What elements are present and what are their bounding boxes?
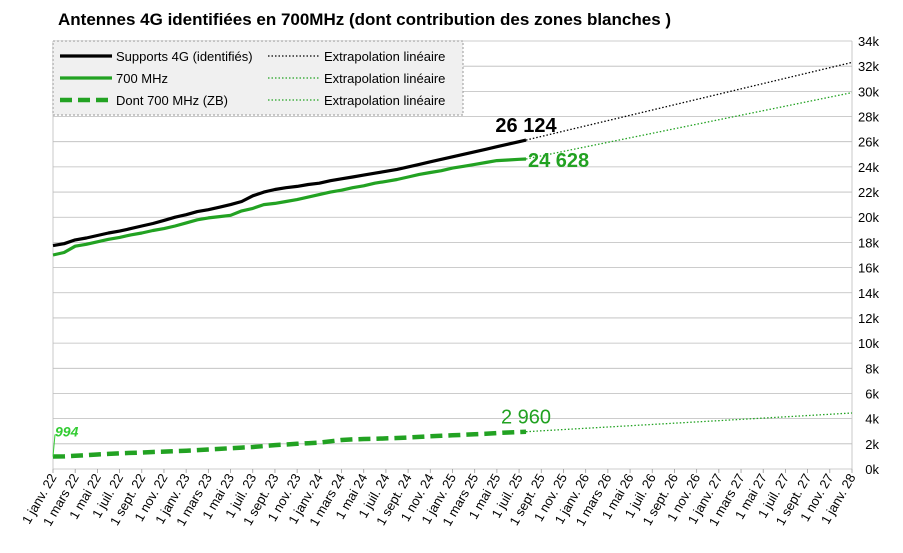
y-tick-label: 8k (865, 361, 879, 376)
legend: Supports 4G (identifiés) Extrapolation li… (52, 40, 464, 116)
y-tick-label: 10k (858, 336, 879, 351)
annotation-leader (52, 434, 56, 457)
legend-label: Extrapolation linéaire (324, 49, 445, 64)
y-tick-label: 20k (858, 210, 879, 225)
y-tick-label: 22k (858, 185, 879, 200)
y-tick-label: 28k (858, 110, 879, 125)
y-tick-label: 26k (858, 135, 879, 150)
series-line (52, 157, 527, 257)
data-label: 994 (55, 423, 79, 439)
series-line (52, 429, 527, 459)
extrapolation-line (525, 412, 853, 433)
y-tick-label: 24k (858, 160, 879, 175)
y-tick-label: 32k (858, 59, 879, 74)
legend-box (52, 40, 464, 116)
y-tick-label: 18k (858, 235, 879, 250)
extrapolation-line (525, 61, 853, 141)
data-label: 26 124 (495, 115, 557, 137)
gridlines (53, 40, 852, 470)
y-tick-label: 0k (865, 462, 879, 477)
legend-label: 700 MHz (116, 71, 168, 86)
legend-label: Dont 700 MHz (ZB) (116, 93, 228, 108)
series-line (52, 138, 527, 248)
data-label: 24 628 (528, 150, 589, 172)
y-tick-label: 30k (858, 84, 879, 99)
y-tick-label: 6k (865, 386, 879, 401)
y-tick-label: 16k (858, 261, 879, 276)
y-tick-label: 4k (865, 412, 879, 427)
y-tick-label: 2k (865, 437, 879, 452)
chart-title: Antennes 4G identifiées en 700MHz (dont … (58, 10, 672, 29)
extrapolation-line (525, 91, 853, 160)
data-label: 2 960 (501, 407, 551, 429)
y-tick-label: 12k (858, 311, 879, 326)
y-tick-label: 34k (858, 34, 879, 49)
y-tick-label: 14k (858, 286, 879, 301)
legend-label: Extrapolation linéaire (324, 93, 445, 108)
legend-label: Extrapolation linéaire (324, 71, 445, 86)
legend-label: Supports 4G (identifiés) (116, 49, 253, 64)
